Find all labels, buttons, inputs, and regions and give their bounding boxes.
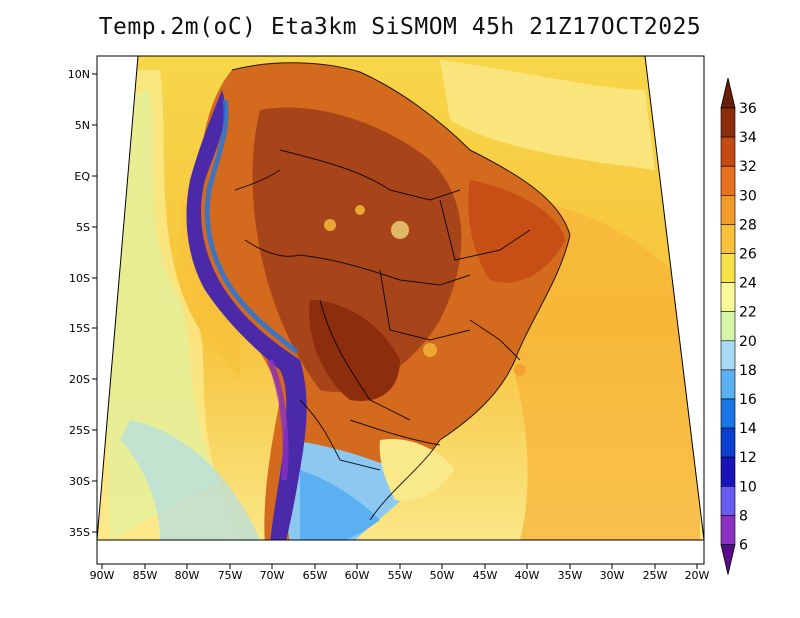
colorbar-label: 34 — [739, 130, 757, 146]
colorbar-label: 6 — [739, 538, 748, 554]
lat-label: 10S — [69, 272, 90, 285]
colorbar: 36 34 32 30 28 26 24 22 20 18 16 14 12 10 8 6 — [720, 77, 757, 575]
colorbar-bottom-triangle — [720, 544, 736, 575]
lat-label: EQ — [74, 170, 90, 183]
lon-tick: 70W — [260, 564, 285, 582]
lat-tick: EQ — [74, 170, 97, 183]
lon-label: 40W — [515, 569, 540, 582]
lat-label: 35S — [69, 526, 90, 539]
colorbar-band — [720, 369, 736, 400]
colorbar-label: 22 — [739, 305, 757, 321]
colorbar-band — [720, 224, 736, 254]
lat-label: 15S — [69, 322, 90, 335]
lat-tick: 25S — [69, 424, 97, 437]
lon-label: 55W — [388, 569, 413, 582]
lat-label: 20S — [69, 373, 90, 386]
colorbar-label: 20 — [739, 334, 757, 350]
colorbar-label: 12 — [739, 450, 757, 466]
lon-label: 70W — [260, 569, 285, 582]
lon-tick: 55W — [388, 564, 413, 582]
map-title: Temp.2m(oC) Eta3km SiSMOM 45h 21Z17OCT20… — [98, 14, 702, 40]
lon-tick: 90W — [90, 564, 115, 582]
colorbar-top-triangle — [720, 77, 736, 109]
lat-label: 5S — [76, 221, 90, 234]
colorbar-band — [720, 427, 736, 458]
lon-label: 45W — [473, 569, 498, 582]
lon-tick: 20W — [685, 564, 710, 582]
colorbar-band — [720, 340, 736, 371]
lon-tick: 85W — [133, 564, 158, 582]
colorbar-band — [720, 485, 736, 516]
lon-label: 30W — [600, 569, 625, 582]
colorbar-label: 10 — [739, 479, 757, 495]
lon-tick: 65W — [303, 564, 328, 582]
temperature-field — [97, 56, 704, 540]
lat-tick: 20S — [69, 373, 97, 386]
colorbar-label: 30 — [739, 188, 757, 204]
colorbar-label: 26 — [739, 247, 757, 263]
lon-tick: 80W — [175, 564, 200, 582]
colorbar-band — [720, 195, 736, 225]
lon-label: 65W — [303, 569, 328, 582]
lon-tick: 45W — [473, 564, 498, 582]
lon-tick: 75W — [218, 564, 243, 582]
colorbar-band — [720, 136, 736, 167]
lon-label: 75W — [218, 569, 243, 582]
lon-tick: 40W — [515, 564, 540, 582]
colorbar-band — [720, 515, 736, 545]
colorbar-label: 8 — [739, 508, 748, 524]
lat-label: 25S — [69, 424, 90, 437]
lat-tick: 10S — [69, 272, 97, 285]
lat-tick: 5S — [76, 221, 97, 234]
colorbar-label: 32 — [739, 159, 757, 175]
lat-label: 30S — [69, 475, 90, 488]
colorbar-label: 36 — [739, 101, 757, 117]
colorbar-label: 16 — [739, 392, 757, 408]
lat-tick: 10N — [68, 68, 97, 81]
colorbar-band — [720, 456, 736, 487]
lon-label: 60W — [345, 569, 370, 582]
lon-label: 80W — [175, 569, 200, 582]
lon-label: 25W — [643, 569, 668, 582]
lon-label: 90W — [90, 569, 115, 582]
colorbar-label: 18 — [739, 363, 757, 379]
lat-tick: 35S — [69, 526, 97, 539]
lon-tick: 35W — [558, 564, 583, 582]
colorbar-band — [720, 398, 736, 429]
longitude-axis: 90W 85W 80W 75W 70W 65W 60W 55W 50W 45W … — [90, 564, 710, 582]
lon-tick: 30W — [600, 564, 625, 582]
lat-tick: 15S — [69, 322, 97, 335]
lon-label: 35W — [558, 569, 583, 582]
colorbar-label: 28 — [739, 217, 757, 233]
lon-label: 85W — [133, 569, 158, 582]
lon-tick: 50W — [430, 564, 455, 582]
colorbar-band — [720, 165, 736, 196]
lat-label: 10N — [68, 68, 90, 81]
latitude-axis: 10N 5N EQ 5S 10S 15S 20S 25S 30S 35S — [68, 68, 97, 539]
lat-tick: 30S — [69, 475, 97, 488]
colorbar-band — [720, 253, 736, 283]
lon-tick: 25W — [643, 564, 668, 582]
colorbar-band — [720, 107, 736, 138]
colorbar-label: 14 — [739, 421, 757, 437]
lon-label: 20W — [685, 569, 710, 582]
lon-tick: 60W — [345, 564, 370, 582]
lat-label: 5N — [75, 119, 90, 132]
lat-tick: 5N — [75, 119, 97, 132]
lon-label: 50W — [430, 569, 455, 582]
colorbar-label: 24 — [739, 276, 757, 292]
colorbar-band — [720, 282, 736, 313]
colorbar-band — [720, 311, 736, 342]
